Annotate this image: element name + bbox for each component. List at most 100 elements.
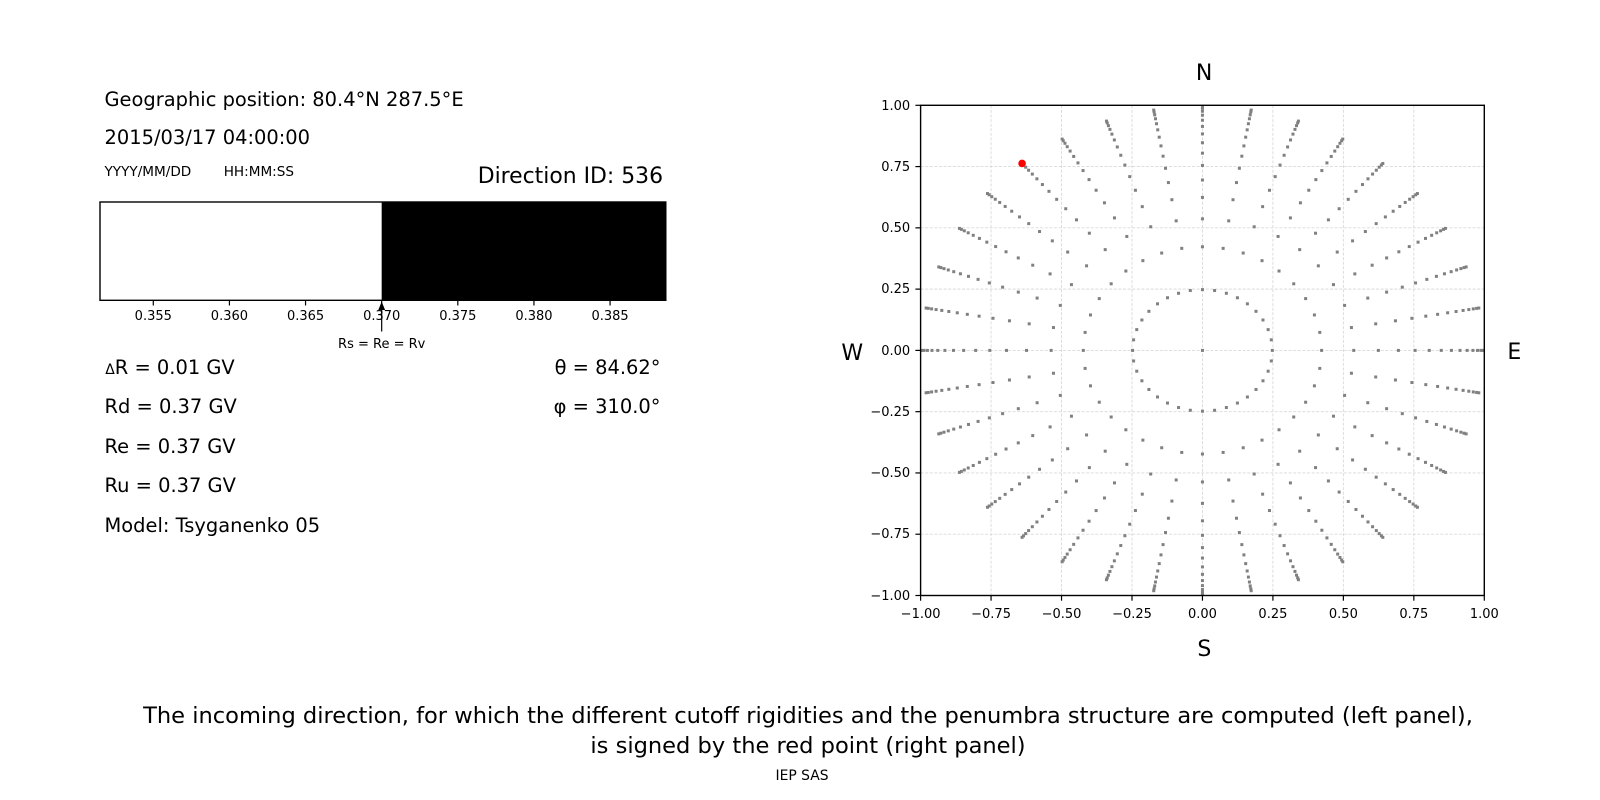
direction-dot	[1333, 548, 1337, 552]
direction-dot	[1200, 480, 1204, 484]
direction-dot	[1252, 472, 1256, 476]
delta-r-value: ΔR = 0.01 GV	[105, 355, 235, 379]
direction-dot	[1213, 289, 1217, 293]
direction-dot	[1366, 520, 1370, 524]
direction-dot	[1153, 580, 1157, 584]
direction-dot	[1416, 457, 1420, 461]
direction-dot	[1416, 240, 1420, 244]
direction-dot	[1454, 310, 1458, 314]
direction-dot	[1415, 192, 1419, 196]
direction-dot	[1200, 590, 1204, 594]
direction-dot	[957, 226, 961, 230]
direction-dot	[1333, 149, 1337, 153]
direction-dot	[987, 281, 991, 285]
direction-dot	[1366, 296, 1370, 300]
direction-dot	[1304, 297, 1308, 301]
direction-dot	[1135, 369, 1139, 373]
direction-dot	[988, 348, 992, 352]
direction-dot	[1314, 466, 1318, 470]
direction-dot	[1074, 479, 1078, 483]
direction-dot	[946, 429, 950, 433]
direction-dot	[1374, 475, 1378, 479]
direction-dot	[1132, 359, 1136, 363]
penumbra-segment-1	[381, 202, 666, 301]
direction-dot	[1131, 348, 1135, 352]
direction-dot	[1261, 492, 1265, 496]
scatter-y-tick-label: −0.25	[870, 404, 911, 420]
direction-dot	[1010, 488, 1014, 492]
direction-dot	[1081, 528, 1085, 532]
direction-dot	[1377, 532, 1381, 536]
direction-dot	[1112, 559, 1116, 563]
direction-dot	[1266, 328, 1270, 332]
direction-dot	[1471, 390, 1475, 394]
direction-dot	[930, 307, 934, 311]
direction-dot	[1249, 589, 1253, 593]
scatter-x-tick-label: 0.75	[1399, 606, 1429, 622]
direction-dot	[1252, 225, 1256, 229]
direction-dot	[991, 316, 995, 320]
direction-dot	[1200, 572, 1204, 576]
direction-dot	[939, 266, 943, 270]
direction-dot	[942, 267, 946, 271]
direction-dot	[1047, 189, 1051, 193]
direction-dot	[959, 469, 963, 473]
direction-dot	[1074, 218, 1078, 222]
re-value: Re = 0.37 GV	[104, 434, 236, 458]
direction-dot	[1282, 544, 1286, 548]
direction-dot	[1442, 272, 1446, 276]
direction-dot	[1141, 259, 1145, 263]
direction-dot	[1242, 144, 1246, 148]
direction-dot	[1177, 406, 1181, 410]
direction-dot	[1314, 178, 1318, 182]
direction-dot	[1249, 108, 1253, 112]
direction-dot	[1227, 219, 1231, 223]
annotation-arrow-head	[378, 301, 386, 310]
direction-dot	[1200, 245, 1204, 249]
direction-dot	[1038, 230, 1042, 234]
direction-dot	[1424, 314, 1428, 318]
direction-dot	[1140, 379, 1144, 383]
direction-dot	[1069, 283, 1073, 287]
direction-dot	[1475, 348, 1479, 352]
direction-dot	[1471, 307, 1475, 311]
direction-dot	[1058, 303, 1062, 307]
direction-dot	[1200, 348, 1204, 352]
penumbra-x-tick-label: 0.385	[591, 308, 629, 324]
direction-dot	[990, 195, 994, 199]
direction-dot	[1063, 141, 1067, 145]
scatter-y-tick-label: −0.50	[870, 466, 911, 482]
direction-dot	[1004, 348, 1008, 352]
direction-dot	[1066, 447, 1070, 451]
direction-dot	[1269, 359, 1273, 363]
direction-dot	[1094, 188, 1098, 192]
scatter-y-tick-label: 0.25	[881, 282, 911, 298]
direction-dot	[1106, 573, 1110, 577]
direction-dot	[1200, 109, 1204, 113]
direction-dot	[1475, 390, 1479, 394]
direction-dot	[1298, 496, 1302, 500]
direction-dot	[1083, 330, 1087, 334]
direction-dot	[1414, 193, 1418, 197]
direction-dot	[1331, 283, 1335, 287]
direction-dot	[1177, 291, 1181, 295]
direction-dot	[1237, 166, 1241, 170]
direction-dot	[1241, 251, 1245, 255]
direction-dot	[1304, 400, 1308, 404]
direction-dot	[1425, 277, 1429, 281]
direction-dot	[1340, 139, 1344, 143]
direction-dot	[1459, 267, 1463, 271]
direction-dot	[1343, 393, 1347, 397]
direction-dot	[1398, 204, 1402, 208]
direction-dot	[922, 348, 926, 352]
direction-dot	[1351, 458, 1355, 462]
direction-dot	[937, 265, 941, 269]
direction-dot	[1430, 463, 1434, 467]
direction-dot	[955, 386, 959, 390]
direction-dot	[1340, 558, 1344, 562]
direction-dot	[1408, 197, 1412, 201]
direction-dot	[1048, 272, 1052, 276]
direction-dot	[1200, 556, 1204, 560]
direction-dot	[1165, 401, 1169, 405]
direction-dot	[1061, 139, 1065, 143]
